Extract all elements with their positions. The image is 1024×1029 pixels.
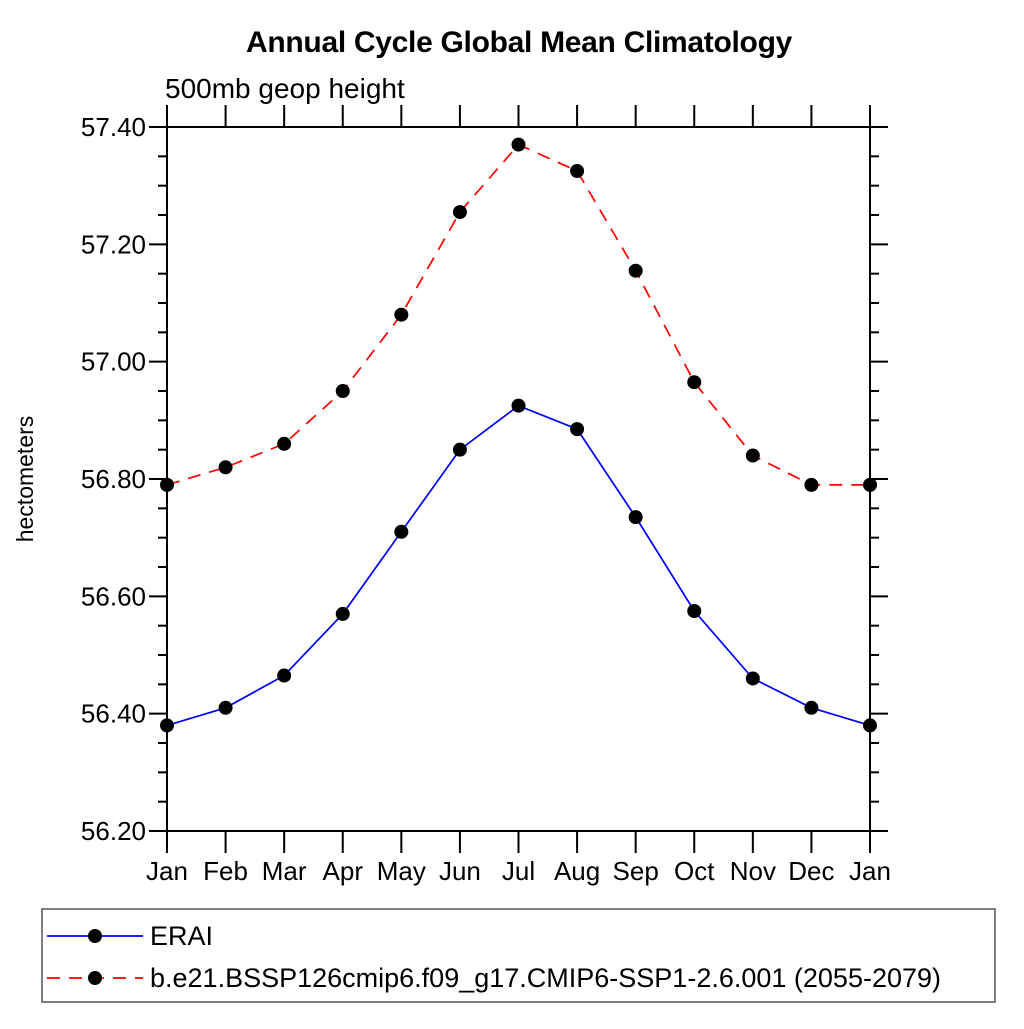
- x-tick-label: Nov: [730, 856, 776, 886]
- data-point-marker: [160, 718, 174, 733]
- legend-item-label: b.e21.BSSP126cmip6.f09_g17.CMIP6-SSP1-2.…: [150, 963, 941, 993]
- data-point-marker: [804, 477, 819, 492]
- x-tick-label: Mar: [262, 856, 307, 886]
- data-point-marker: [218, 700, 233, 715]
- series-model: [160, 137, 877, 492]
- data-point-marker: [452, 205, 467, 220]
- data-point-marker: [570, 164, 585, 178]
- data-point-marker: [511, 137, 526, 152]
- data-point-marker: [687, 375, 702, 390]
- data-point-marker: [335, 606, 350, 621]
- series-erai: [160, 398, 877, 733]
- x-tick-label: Oct: [674, 856, 715, 886]
- plot-frame: [166, 126, 871, 832]
- x-tick-label: May: [377, 856, 426, 886]
- plot-axes: Jan Feb Mar Apr May Jun Jul Aug Sep Oct Nov Dec Jan5…: [81, 105, 891, 886]
- x-tick-label: Dec: [788, 856, 834, 886]
- x-tick-label: Sep: [613, 856, 659, 886]
- y-tick-label: 56.20: [81, 816, 146, 846]
- data-point-marker: [745, 671, 760, 686]
- data-point-marker: [745, 448, 760, 463]
- data-point-marker: [511, 398, 526, 413]
- data-point-marker: [160, 477, 174, 492]
- legend-item: b.e21.BSSP126cmip6.f09_g17.CMIP6-SSP1-2.…: [47, 963, 941, 993]
- data-point-marker: [863, 477, 877, 492]
- series-line: [166, 143, 870, 486]
- x-tick-label: Aug: [554, 856, 600, 886]
- data-point-marker: [394, 307, 409, 322]
- data-point-marker: [628, 263, 643, 278]
- data-point-marker: [277, 436, 292, 451]
- y-tick-label: 57.20: [81, 229, 146, 259]
- y-tick-label: 56.40: [81, 699, 146, 729]
- x-tick-label: Feb: [203, 856, 248, 886]
- data-series: [160, 137, 877, 733]
- x-tick-label: Jun: [439, 856, 481, 886]
- data-point-marker: [570, 422, 585, 437]
- legend: ERAI b.e21.BSSP126cmip6.f09_g17.CMIP6-SSP…: [41, 908, 996, 1003]
- y-tick-label: 57.40: [81, 112, 146, 142]
- data-point-marker: [277, 668, 292, 683]
- x-tick-label: Jul: [502, 856, 535, 886]
- data-point-marker: [863, 718, 877, 733]
- legend-item: ERAI: [47, 921, 213, 951]
- y-axis-label: hectometers: [12, 416, 38, 543]
- x-tick-label: Jan: [849, 856, 891, 886]
- data-point-marker: [628, 510, 643, 525]
- y-tick-label: 56.60: [81, 581, 146, 611]
- legend-box: [41, 908, 996, 1003]
- data-point-marker: [804, 700, 819, 715]
- x-tick-label: Jan: [146, 856, 188, 886]
- chart-subtitle: 500mb geop height: [165, 73, 405, 104]
- data-point-marker: [452, 442, 467, 457]
- legend-swatch-marker: [88, 971, 102, 985]
- data-point-marker: [687, 604, 702, 618]
- series-line: [166, 404, 871, 727]
- y-tick-label: 57.00: [81, 347, 146, 377]
- data-point-marker: [218, 460, 233, 475]
- y-tick-label: 56.80: [81, 464, 146, 494]
- data-point-marker: [335, 384, 350, 398]
- legend-swatch-marker: [88, 929, 102, 943]
- chart-title: Annual Cycle Global Mean Climatology: [246, 26, 793, 59]
- data-point-marker: [394, 524, 409, 539]
- legend-item-label: ERAI: [150, 921, 213, 951]
- x-tick-label: Apr: [323, 856, 364, 886]
